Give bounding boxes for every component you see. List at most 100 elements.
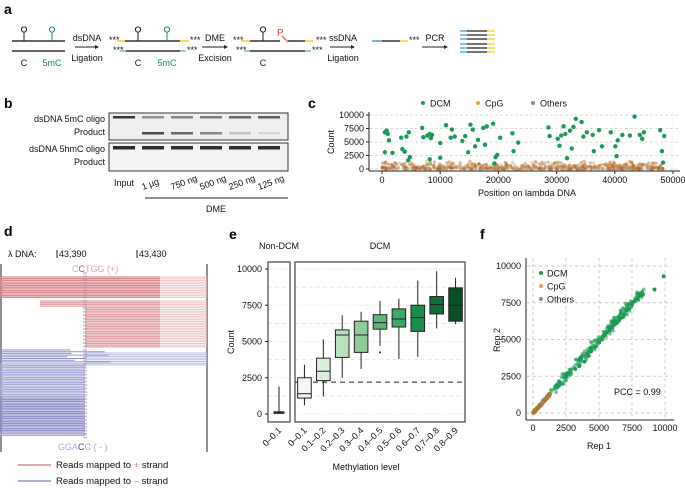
panel-c-scatter: 0 2500 5000 7500 10000 0 10000 20000 30000 40000 5… [326,99,685,199]
cpg-point [543,166,547,170]
cpg-point [601,167,605,171]
dcm-point [561,382,566,386]
others-point [511,167,516,171]
others-point [637,162,642,166]
cpg-point [529,167,534,171]
others-point [401,165,405,170]
x-tick-label: 0 [379,175,384,185]
others-point [492,165,496,169]
cpg-point [568,166,572,171]
cpg-point [648,167,653,171]
cpg-point [553,161,557,165]
cpg-point [636,163,640,167]
others-point [532,166,536,171]
cpg-point [481,166,486,170]
5mc-label: 5mC [42,58,62,68]
position-label: 43,390 [59,249,87,259]
arrow-icon [202,45,228,49]
others-point [647,166,652,170]
cpg-point [593,166,597,170]
cpg-point [515,167,519,171]
dcm-point [555,136,560,141]
others-point [387,166,391,170]
cpg-point [431,163,435,168]
step-label: PCR [425,33,445,43]
cpg-point [610,166,615,171]
cpg-point [547,391,552,396]
cpg-point [477,162,481,166]
cpg-point [537,166,541,171]
cpg-point [542,162,547,167]
dcm-point [385,131,391,137]
cpg-point [429,162,433,166]
others-point [623,167,627,171]
others-point [533,160,537,164]
cpg-point [404,166,409,170]
dcm-point [662,133,667,139]
cpg-point [466,165,470,169]
box [297,377,312,399]
cpg-point [501,166,505,171]
others-point [494,167,498,171]
dcm-point [402,149,407,154]
others-point [561,167,565,171]
cpg-point [492,167,496,171]
cpg-point [661,167,665,171]
dcm-point [634,290,639,295]
others-point [432,165,436,169]
gel-band [258,116,280,119]
cpg-point [522,165,526,169]
cpg-point [629,167,633,171]
legend-dot-icon [421,101,425,105]
outlier-point [379,351,381,354]
others-point [442,167,447,171]
methylated-c-lollipop-icon [48,26,56,41]
dcm-point [607,328,612,333]
cpg-point [552,162,556,167]
cpg-point [620,167,625,171]
others-point [557,165,561,169]
others-point [515,167,519,171]
others-point [615,167,619,171]
dcm-point [490,121,496,126]
5mc-label: 5mC [157,58,177,68]
panel-d-read-alignment: λ DNA: 43,390 43,430 CCTGG (+) GGACC ( -… [0,249,208,487]
cpg-point [655,165,660,169]
cpg-point [593,165,597,169]
cpg-point [624,166,628,170]
cpg-point [503,160,507,164]
cpg-point [610,163,614,167]
cpg-point [652,165,657,169]
others-point [585,166,589,170]
others-point [610,164,614,168]
cpg-point [540,162,544,166]
others-point [529,166,534,170]
cpg-point [482,163,486,167]
cpg-point [480,166,484,171]
others-point [597,163,601,167]
cpg-point [631,166,635,171]
cpg-point [608,167,612,171]
adapter-label: *** [316,35,327,45]
legend-label: CpG [547,282,566,292]
cpg-point [384,167,388,171]
x-tick-label: 10000 [652,423,677,433]
cpg-point [391,165,395,169]
cpg-point [540,160,544,164]
x-tick-label: 50000 [660,175,685,185]
others-point [625,166,629,170]
cpg-point [383,162,387,166]
dcm-point [637,132,643,138]
cpg-point [621,166,625,170]
cpg-point [503,165,507,169]
cpg-point [628,167,632,171]
cpg-point [436,165,440,169]
others-point [515,167,519,171]
cpg-point [631,164,635,168]
others-point [427,167,431,171]
cpg-point [392,165,397,169]
others-point [465,163,470,167]
others-point [555,167,559,171]
others-point [403,166,408,170]
others-point [405,167,409,171]
